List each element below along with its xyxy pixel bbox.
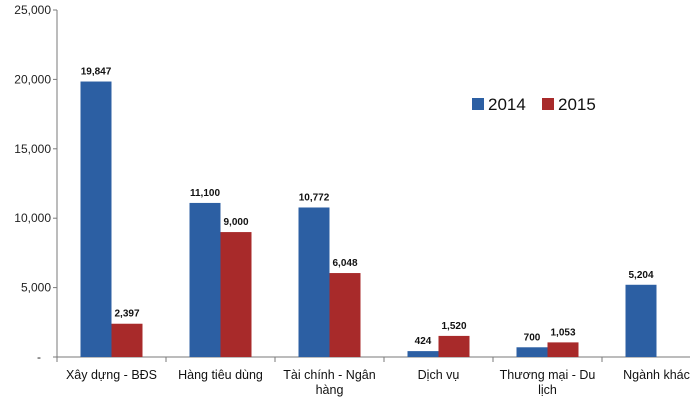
bar-2015-0	[111, 323, 143, 357]
bar-2014-1	[189, 202, 221, 357]
data-label-2014-0: 19,847	[81, 67, 112, 78]
bar-2015-1	[220, 232, 252, 357]
data-label-2015-2: 6,048	[332, 258, 357, 269]
data-label-2015-3: 1,520	[441, 321, 466, 332]
bar-2015-2	[329, 273, 361, 357]
bar-2015-4	[547, 342, 579, 357]
legend-swatch-2014	[472, 98, 484, 110]
data-label-2014-4: 700	[524, 332, 541, 343]
data-label-2014-1: 11,100	[190, 188, 220, 199]
bar-2014-4	[516, 347, 548, 357]
legend-label-2015: 2015	[558, 95, 596, 114]
data-label-2014-2: 10,772	[299, 192, 330, 203]
x-category-label: Xây dựng - BĐS	[66, 368, 157, 382]
bars-layer	[80, 81, 657, 357]
x-category-label: Tài chính - Ngân hàng	[283, 368, 375, 397]
y-tick-label: 20,000	[14, 72, 51, 86]
legend-swatch-2015	[542, 98, 554, 110]
x-category-label: Thương mại - Du lịch	[500, 368, 596, 397]
bar-2014-0	[80, 81, 112, 357]
y-tick-label: 10,000	[14, 211, 51, 225]
bar-2014-2	[298, 207, 330, 357]
axis-layer: - 5,000 10,000 15,000 20,000 25,000	[14, 3, 690, 364]
data-label-2014-3: 424	[415, 336, 432, 347]
data-label-2015-1: 9,000	[223, 217, 248, 228]
data-label-2014-5: 5,204	[628, 270, 653, 281]
legend: 2014 2015	[472, 95, 596, 114]
legend-label-2014: 2014	[488, 95, 526, 114]
y-tick-label: 15,000	[14, 142, 51, 156]
labels-layer: 19,847 2,397 Xây dựng - BĐS 11,100 9,000 Hàng…	[66, 67, 690, 397]
bar-2014-3	[407, 351, 439, 357]
bar-2015-3	[438, 335, 470, 357]
x-category-label: Ngành khác	[623, 368, 690, 382]
x-category-label: Hàng tiêu dùng	[178, 368, 263, 382]
data-label-2015-4: 1,053	[550, 327, 575, 338]
x-category-label: Dịch vụ	[418, 368, 460, 382]
y-tick-label: 25,000	[14, 3, 51, 17]
bar-2014-5	[625, 284, 657, 357]
y-tick-label: 5,000	[21, 281, 51, 295]
data-label-2015-0: 2,397	[114, 309, 139, 320]
y-tick-label: -	[37, 350, 41, 364]
